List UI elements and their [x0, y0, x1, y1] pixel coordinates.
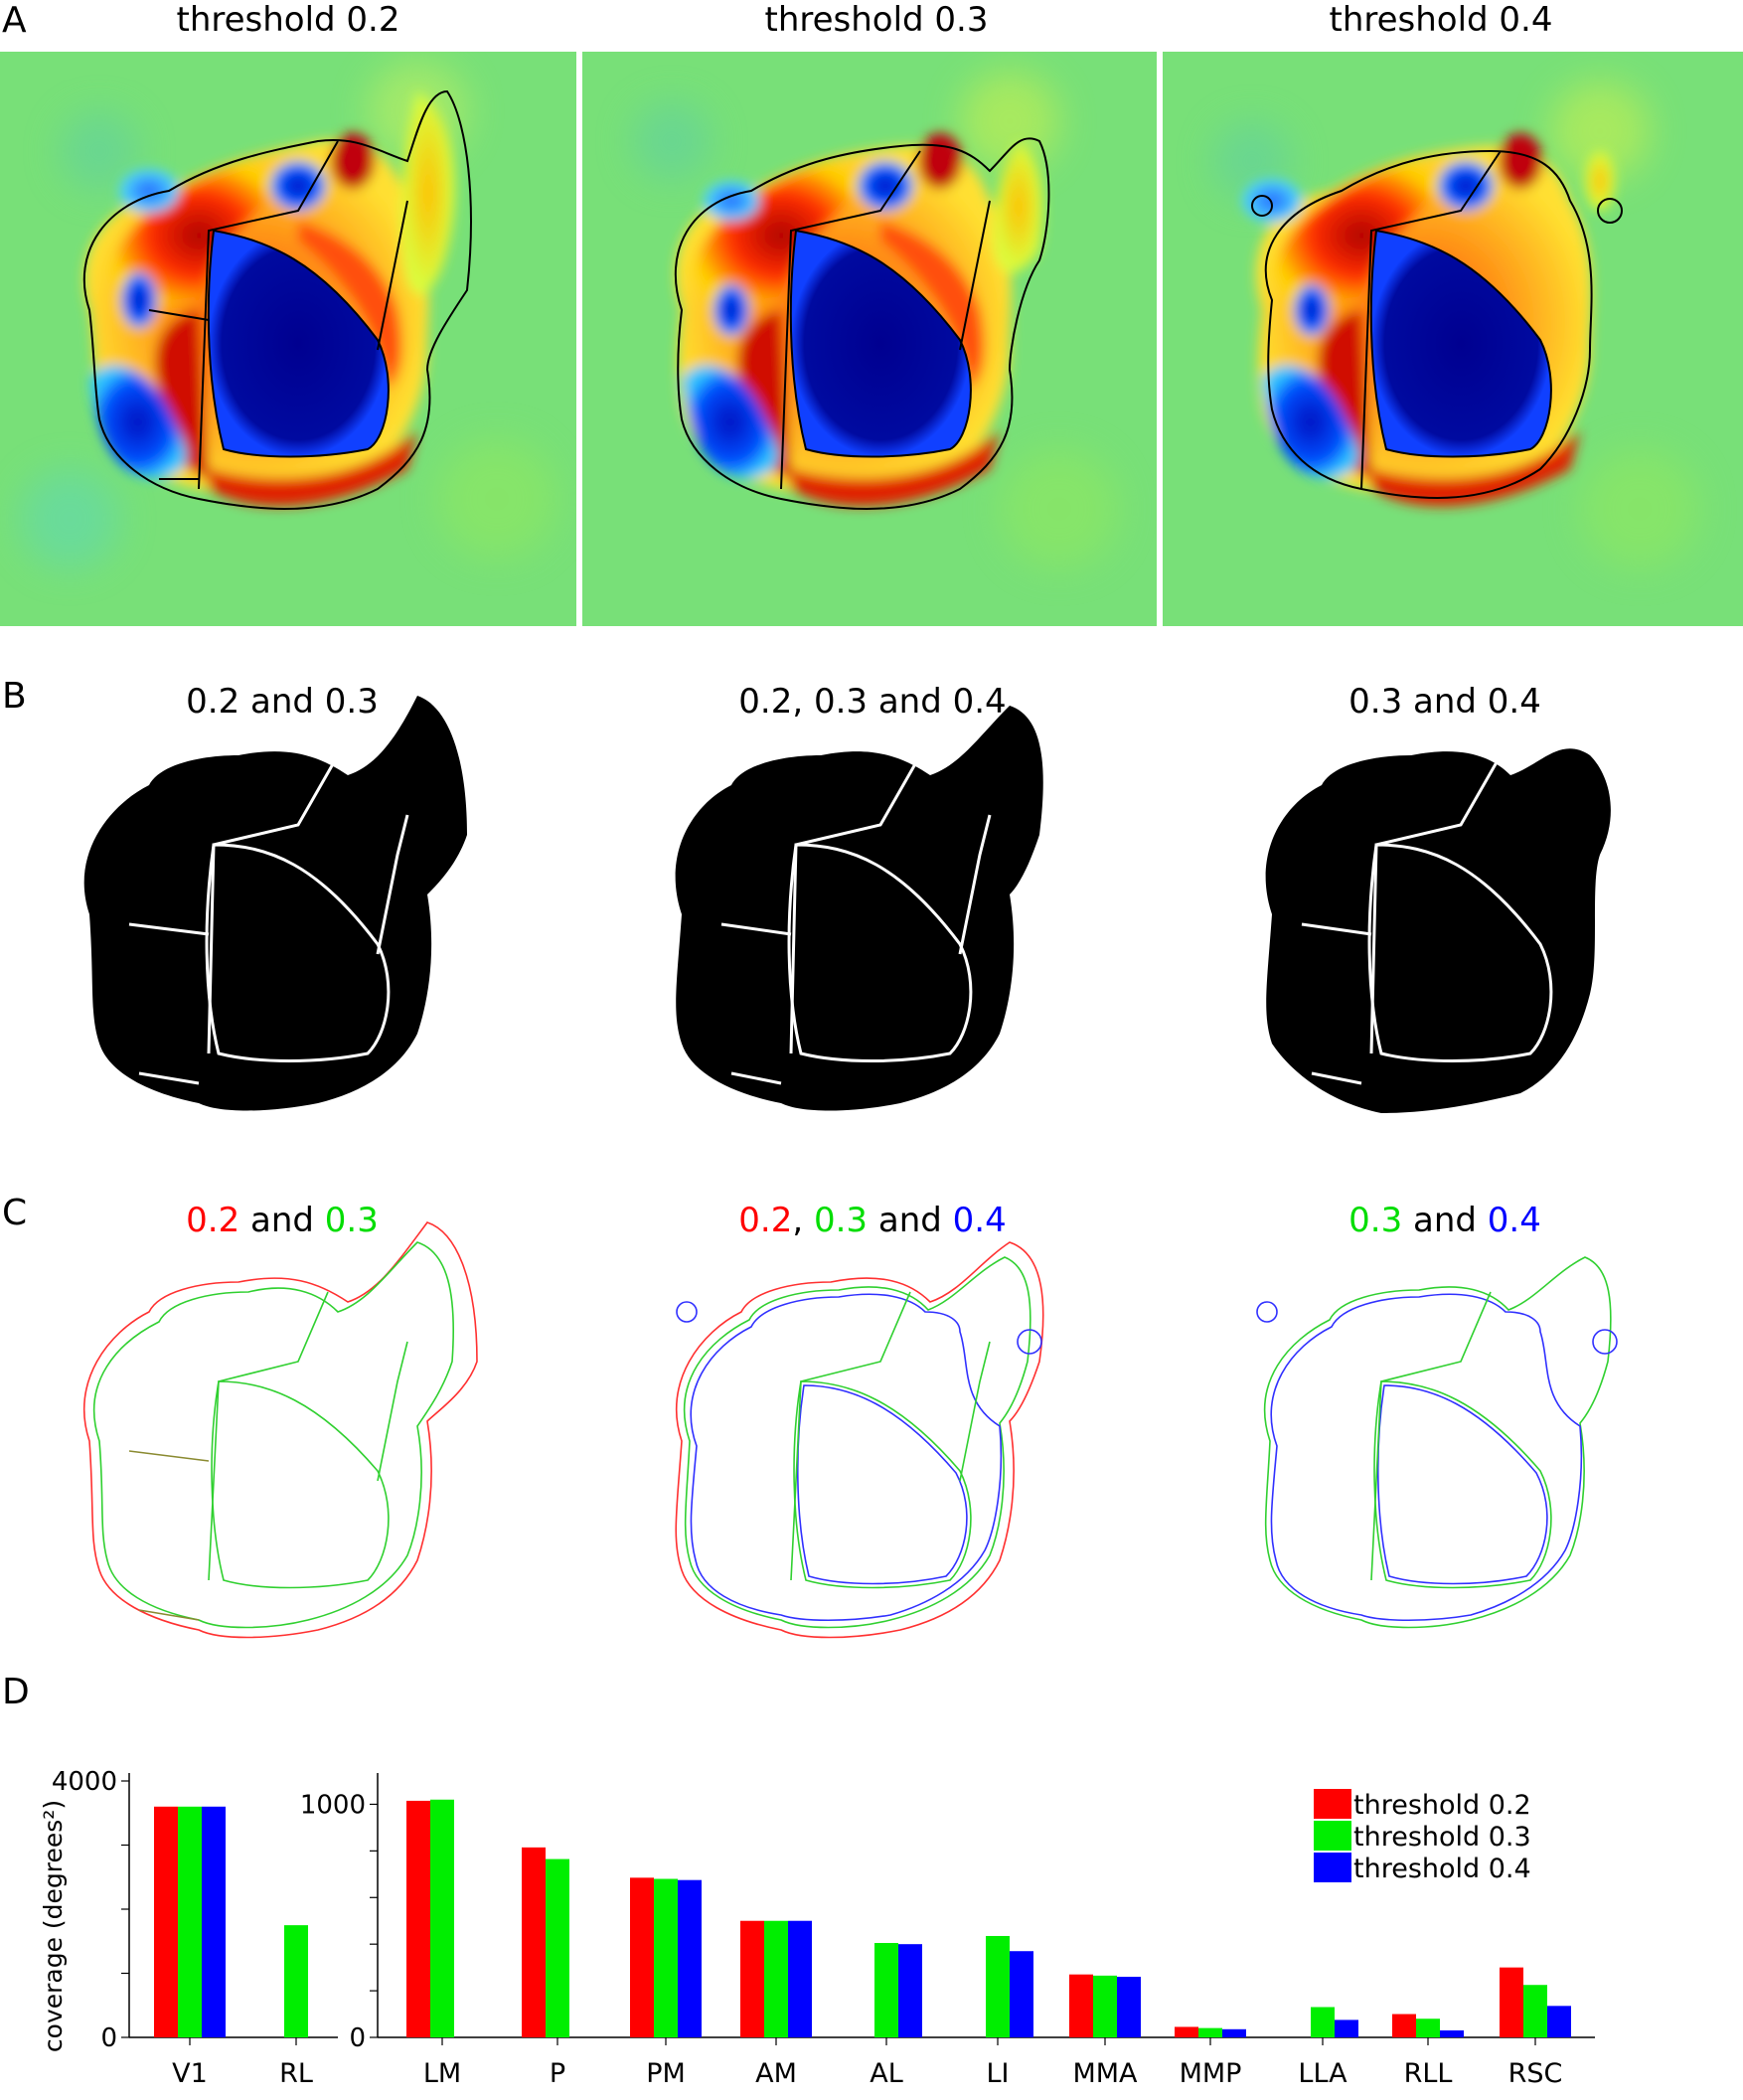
panel-a-title-2: threshold 0.3 [764, 0, 989, 40]
heatmap-threshold-0-3 [582, 52, 1157, 626]
x-tick-label-LI: LI [986, 2058, 1009, 2089]
bar-PM-threshold-0-3 [654, 1878, 678, 2037]
x-tick-label-V1: V1 [172, 2058, 208, 2089]
panel-b-title-3: 0.3 and 0.4 [1348, 682, 1541, 722]
bar-LLA-threshold-0-4 [1335, 2019, 1358, 2037]
panel-letter-a: A [2, 0, 27, 41]
bar-RLL-threshold-0-2 [1392, 2014, 1416, 2037]
title-part: and [1402, 1201, 1488, 1240]
bar-MMP-threshold-0-2 [1175, 2026, 1198, 2037]
bar-LI-threshold-0-3 [986, 1935, 1010, 2037]
bar-AL-threshold-0-3 [874, 1943, 898, 2037]
panel-letter-c: C [2, 1193, 28, 1233]
bar-RSC-threshold-0-4 [1547, 2006, 1571, 2037]
contours-0-2-and-0-3 [0, 1212, 576, 1660]
title-part: 0.3 [1348, 1201, 1403, 1240]
right-y-tick-label: 0 [349, 2023, 366, 2053]
bar-P-threshold-0-2 [522, 1847, 546, 2037]
bar-RLL-threshold-0-4 [1440, 2029, 1464, 2037]
title-part: and [868, 1201, 953, 1240]
coverage-bar-chart: 0 4000 V1 RL 0 1000 LM P PM AM AL LI MMA MMP LLA RLL RSC… [39, 1767, 1595, 2089]
title-part: 0.4 [1487, 1201, 1541, 1240]
x-tick-label-AM: AM [755, 2058, 797, 2089]
left-y-tick-label: 0 [100, 2023, 117, 2053]
left-y-tick-label: 4000 [52, 1767, 117, 1797]
x-tick-label-RLL: RLL [1404, 2058, 1453, 2089]
title-part: 0.2 [738, 1201, 793, 1240]
panel-c-title-1: 0.2 and 0.3 [34, 1201, 531, 1240]
panel-letter-d: D [2, 1672, 30, 1712]
panel-b-title-1: 0.2 and 0.3 [186, 682, 379, 722]
bar-MMA-threshold-0-3 [1093, 1975, 1117, 2037]
mask-0-2-and-0-3 [0, 696, 576, 1133]
x-tick-label-RSC: RSC [1508, 2058, 1563, 2089]
bar-LLA-threshold-0-3 [1311, 2007, 1335, 2037]
legend-swatch [1314, 1853, 1351, 1882]
contours-0-2-0-3-and-0-4 [582, 1212, 1157, 1660]
bar-V1-threshold-0-4 [202, 1806, 226, 2037]
bar-AM-threshold-0-3 [764, 1920, 788, 2037]
x-tick-label-PM: PM [646, 2058, 686, 2089]
legend-swatch [1314, 1821, 1351, 1851]
bar-LI-threshold-0-4 [1010, 1951, 1033, 2037]
bar-RSC-threshold-0-3 [1523, 1985, 1547, 2037]
x-tick-label-MMA: MMA [1072, 2058, 1138, 2089]
bar-MMA-threshold-0-4 [1117, 1977, 1141, 2037]
title-part: 0.2 [186, 1201, 240, 1240]
title-part: , [792, 1201, 814, 1240]
panel-b-title-2: 0.2, 0.3 and 0.4 [738, 682, 1007, 722]
y-axis-label: coverage (degrees²) [39, 1800, 68, 2052]
right-y-tick-label: 1000 [300, 1790, 366, 1820]
bar-P-threshold-0-3 [546, 1858, 569, 2037]
bar-MMP-threshold-0-4 [1222, 2028, 1246, 2037]
x-tick-label-AL: AL [870, 2058, 903, 2089]
legend-label: threshold 0.2 [1353, 1790, 1531, 1821]
title-part: and [239, 1201, 325, 1240]
mask-0-2-0-3-and-0-4 [582, 696, 1157, 1133]
bar-AL-threshold-0-4 [898, 1944, 922, 2037]
bar-V1-threshold-0-2 [154, 1806, 178, 2037]
bar-AM-threshold-0-2 [740, 1920, 764, 2037]
panel-c-title-2: 0.2, 0.3 and 0.4 [624, 1201, 1121, 1240]
bar-LM-threshold-0-3 [430, 1799, 454, 2037]
contours-0-3-and-0-4 [1163, 1212, 1743, 1660]
x-tick-label-MMP: MMP [1180, 2058, 1242, 2089]
panel-a-title-1: threshold 0.2 [176, 0, 400, 40]
legend-label: threshold 0.4 [1353, 1854, 1531, 1884]
bar-MMP-threshold-0-3 [1198, 2027, 1222, 2037]
title-part: 0.3 [324, 1201, 379, 1240]
panel-c-title-3: 0.3 and 0.4 [1196, 1201, 1693, 1240]
bar-PM-threshold-0-2 [630, 1877, 654, 2037]
legend-swatch [1314, 1789, 1351, 1819]
panel-letter-b: B [2, 676, 27, 717]
x-tick-label-P: P [550, 2058, 565, 2089]
mask-0-3-and-0-4 [1163, 696, 1743, 1133]
x-tick-label-LLA: LLA [1298, 2058, 1347, 2089]
bar-RSC-threshold-0-2 [1500, 1967, 1523, 2037]
title-part: 0.3 [813, 1201, 869, 1240]
bar-RL-threshold-0-3 [284, 1925, 308, 2037]
bar-LM-threshold-0-2 [406, 1800, 430, 2037]
legend-label: threshold 0.3 [1353, 1822, 1531, 1853]
bar-V1-threshold-0-3 [178, 1806, 202, 2037]
panel-a-title-3: threshold 0.4 [1329, 0, 1553, 40]
title-part: 0.4 [952, 1201, 1007, 1240]
x-tick-label-LM: LM [423, 2058, 461, 2089]
bar-RLL-threshold-0-3 [1416, 2019, 1440, 2037]
x-tick-label-RL: RL [279, 2058, 313, 2089]
heatmap-threshold-0-4 [1163, 52, 1743, 626]
bar-AM-threshold-0-4 [788, 1920, 812, 2037]
bar-MMA-threshold-0-2 [1069, 1974, 1093, 2037]
heatmap-threshold-0-2 [0, 52, 576, 626]
bar-PM-threshold-0-4 [678, 1879, 702, 2037]
